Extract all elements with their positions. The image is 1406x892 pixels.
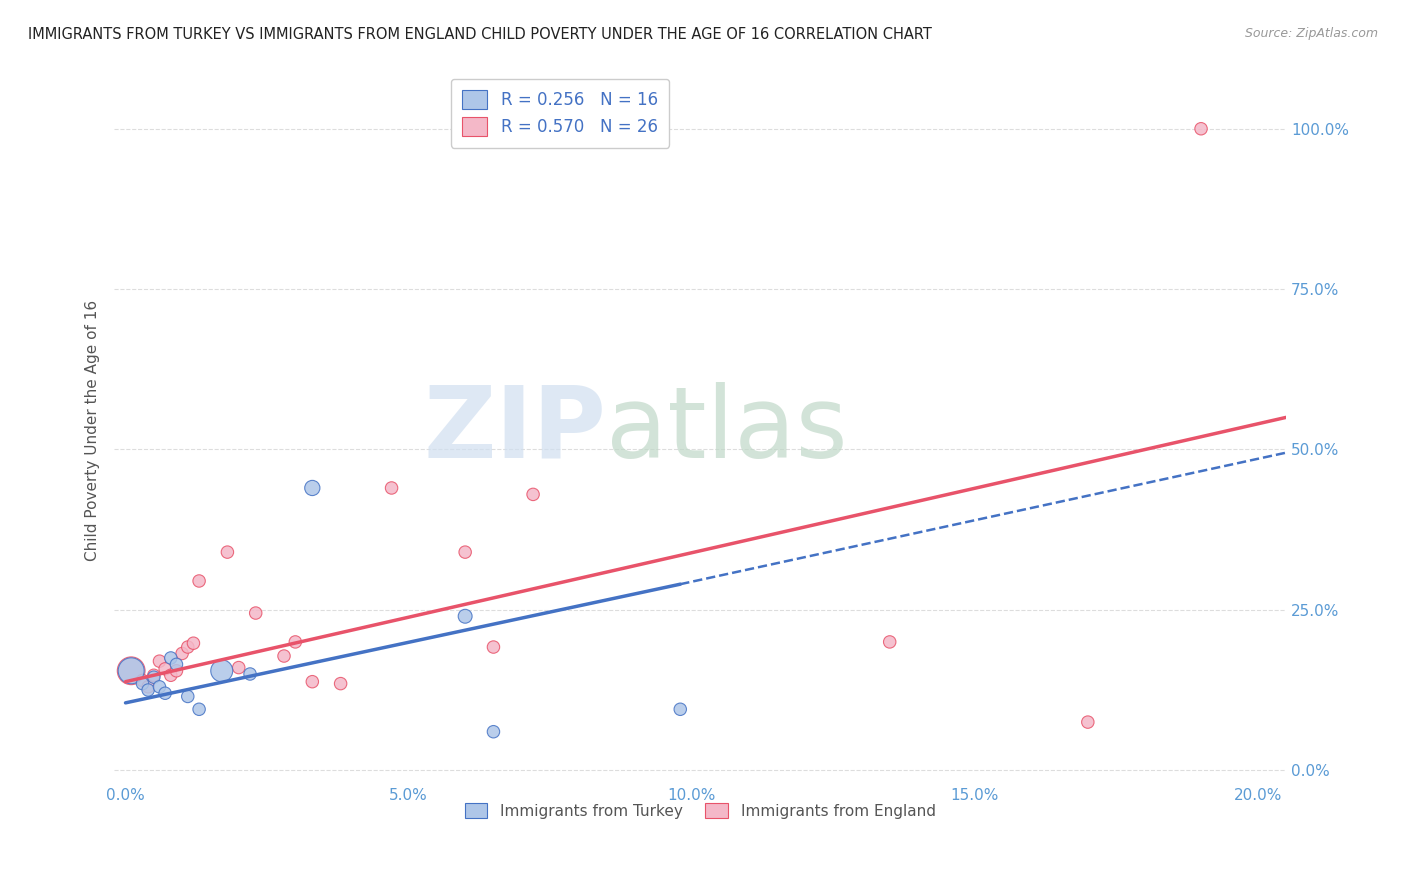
Point <box>211 664 233 678</box>
Point <box>301 674 323 689</box>
Point <box>228 660 250 674</box>
Point <box>159 668 181 682</box>
Point <box>131 673 153 688</box>
Point <box>159 651 181 665</box>
Point <box>454 545 477 559</box>
Point <box>153 686 176 700</box>
Point <box>148 680 170 694</box>
Point <box>454 609 477 624</box>
Point <box>301 481 323 495</box>
Point <box>188 574 211 588</box>
Point <box>177 640 200 654</box>
Point <box>166 657 188 672</box>
Text: atlas: atlas <box>606 382 848 479</box>
Point <box>1189 121 1212 136</box>
Point <box>177 690 200 704</box>
Point <box>522 487 544 501</box>
Point <box>120 664 142 678</box>
Point <box>142 668 165 682</box>
Point <box>482 640 505 654</box>
Point <box>245 606 267 620</box>
Point <box>120 664 142 678</box>
Point <box>329 676 352 690</box>
Point <box>879 635 901 649</box>
Point <box>482 724 505 739</box>
Point <box>136 680 159 694</box>
Point <box>166 664 188 678</box>
Point <box>284 635 307 649</box>
Point <box>217 545 239 559</box>
Point <box>183 636 205 650</box>
Legend: Immigrants from Turkey, Immigrants from England: Immigrants from Turkey, Immigrants from … <box>458 797 942 825</box>
Y-axis label: Child Poverty Under the Age of 16: Child Poverty Under the Age of 16 <box>86 300 100 561</box>
Point <box>273 648 295 663</box>
Point <box>153 662 176 676</box>
Point <box>136 683 159 698</box>
Point <box>669 702 692 716</box>
Point <box>188 702 211 716</box>
Point <box>239 667 262 681</box>
Point <box>1077 715 1099 730</box>
Point <box>148 654 170 668</box>
Point <box>172 647 194 661</box>
Point <box>380 481 402 495</box>
Point <box>142 670 165 684</box>
Text: IMMIGRANTS FROM TURKEY VS IMMIGRANTS FROM ENGLAND CHILD POVERTY UNDER THE AGE OF: IMMIGRANTS FROM TURKEY VS IMMIGRANTS FRO… <box>28 27 932 42</box>
Text: ZIP: ZIP <box>423 382 606 479</box>
Point <box>131 676 153 690</box>
Text: Source: ZipAtlas.com: Source: ZipAtlas.com <box>1244 27 1378 40</box>
